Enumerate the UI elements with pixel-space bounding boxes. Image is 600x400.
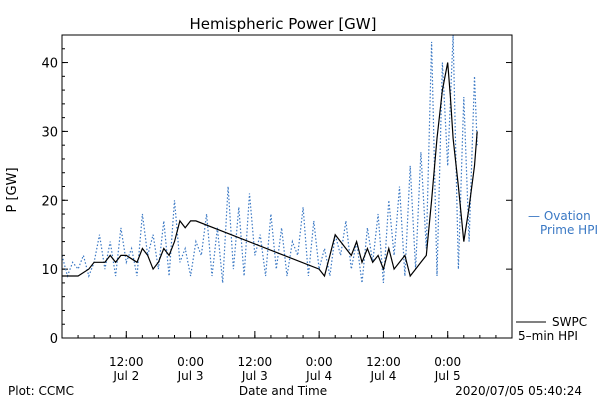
y-tick-label: 20 [41, 194, 58, 209]
plot-frame [61, 34, 513, 339]
series-line-swpc-5min-hpi [62, 62, 478, 278]
x-axis-label: Date and Time [239, 384, 327, 398]
y-tick-label: 30 [41, 125, 58, 140]
y-tick-label: 40 [41, 57, 58, 72]
x-tick-date-label: Jul 5 [434, 369, 461, 383]
x-tick-time-label: 12:00 [238, 355, 273, 369]
x-tick-time-label: 0:00 [434, 355, 461, 369]
x-tick-date-label: Jul 3 [241, 369, 268, 383]
y-axis: 0 10 20 30 40 [41, 34, 512, 347]
legend-ovation-label-line2: Prime HPI [540, 223, 598, 237]
series-line-ovation-prime-hpi [61, 34, 478, 283]
x-tick-date-label: Jul 2 [112, 369, 139, 383]
footer-credit: Plot: CCMC [8, 384, 74, 398]
legend-swpc-label-line2: 5–min HPI [518, 329, 578, 343]
x-tick-time-label: 12:00 [109, 355, 144, 369]
x-tick-time-label: 0:00 [177, 355, 204, 369]
x-tick-date-label: Jul 4 [369, 369, 396, 383]
y-tick-label: 10 [41, 263, 58, 278]
x-tick-time-label: 0:00 [306, 355, 333, 369]
y-tick-label: 0 [50, 332, 58, 347]
y-axis-label: P [GW] [5, 167, 20, 212]
legend-swpc-label: SWPC [552, 315, 587, 329]
chart-title: Hemispheric Power [GW] [190, 15, 377, 33]
x-tick-date-label: Jul 3 [177, 369, 204, 383]
footer-timestamp: 2020/07/05 05:40:24 [455, 384, 582, 398]
x-tick-date-label: Jul 4 [305, 369, 332, 383]
legend-ovation-label: — Ovation [528, 209, 591, 223]
series-layer [61, 34, 478, 283]
x-tick-time-label: 12:00 [366, 355, 401, 369]
